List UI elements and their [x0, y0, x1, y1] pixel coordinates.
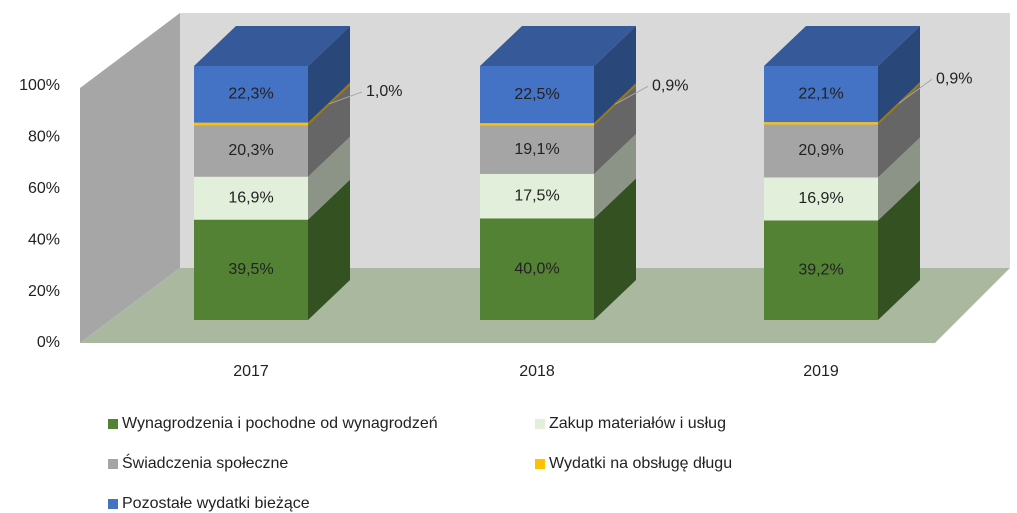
legend-label: Wynagrodzenia i pochodne od wynagrodzeń	[122, 415, 438, 432]
data-label: 39,2%	[798, 261, 843, 278]
data-label: 0,9%	[936, 70, 972, 87]
bar	[764, 220, 878, 320]
leader-line	[898, 78, 933, 104]
bar	[194, 219, 308, 320]
bar-side	[878, 26, 920, 123]
bar-side	[308, 179, 350, 320]
bar-side	[594, 26, 636, 124]
data-label: 22,1%	[798, 85, 843, 102]
y-tick-label: 40%	[28, 231, 60, 248]
bar	[480, 66, 594, 124]
legend-label: Świadczenia społeczne	[122, 453, 288, 472]
legend-swatch	[108, 419, 118, 429]
data-label: 0,9%	[652, 78, 688, 95]
x-tick-label: 2018	[519, 363, 555, 380]
bar	[480, 173, 594, 219]
data-label: 16,9%	[798, 190, 843, 207]
data-label: 40,0%	[514, 260, 559, 277]
bar-top	[764, 26, 920, 66]
legend-swatch	[535, 459, 545, 469]
legend-label: Zakup materiałów i usług	[549, 415, 726, 432]
data-label: 39,5%	[228, 261, 273, 278]
data-label: 1,0%	[366, 83, 402, 100]
bar-side	[308, 85, 350, 177]
bar	[194, 176, 308, 220]
bar-side	[878, 84, 920, 178]
bar	[194, 66, 308, 123]
legend-swatch	[108, 499, 118, 509]
y-tick-label: 0%	[37, 334, 60, 351]
legend-swatch	[535, 419, 545, 429]
data-label: 20,3%	[228, 142, 273, 159]
data-label: 22,5%	[514, 86, 559, 103]
side-wall	[80, 13, 180, 343]
bar-top	[194, 26, 350, 66]
bar-side	[594, 133, 636, 219]
y-tick-label: 60%	[28, 180, 60, 197]
data-label: 22,3%	[228, 86, 273, 103]
bar	[764, 122, 878, 125]
legend-swatch	[108, 459, 118, 469]
bar-side	[878, 137, 920, 221]
data-label: 20,9%	[798, 142, 843, 159]
bar	[480, 218, 594, 320]
data-label: 19,1%	[514, 141, 559, 158]
bar	[480, 125, 594, 174]
bar	[194, 122, 308, 126]
y-tick-label: 80%	[28, 129, 60, 146]
legend-label: Wydatki na obsługę długu	[549, 455, 732, 472]
bar-side	[308, 136, 350, 220]
leader-line	[328, 91, 363, 105]
bar	[764, 177, 878, 221]
bar	[480, 123, 594, 126]
bar	[194, 125, 308, 177]
bar	[764, 124, 878, 178]
y-tick-label: 20%	[28, 283, 60, 300]
bar-side	[308, 26, 350, 123]
x-tick-label: 2017	[233, 363, 269, 380]
data-label: 16,9%	[228, 189, 273, 206]
x-tick-label: 2019	[803, 363, 839, 380]
y-tick-label: 100%	[19, 77, 60, 94]
bar-side	[878, 180, 920, 320]
data-label: 17,5%	[514, 187, 559, 204]
bar-top	[480, 26, 636, 66]
bar	[764, 66, 878, 123]
bar-side	[594, 85, 636, 174]
leader-line	[614, 85, 649, 105]
bar-side	[594, 178, 636, 320]
legend-label: Pozostałe wydatki bieżące	[122, 495, 310, 512]
